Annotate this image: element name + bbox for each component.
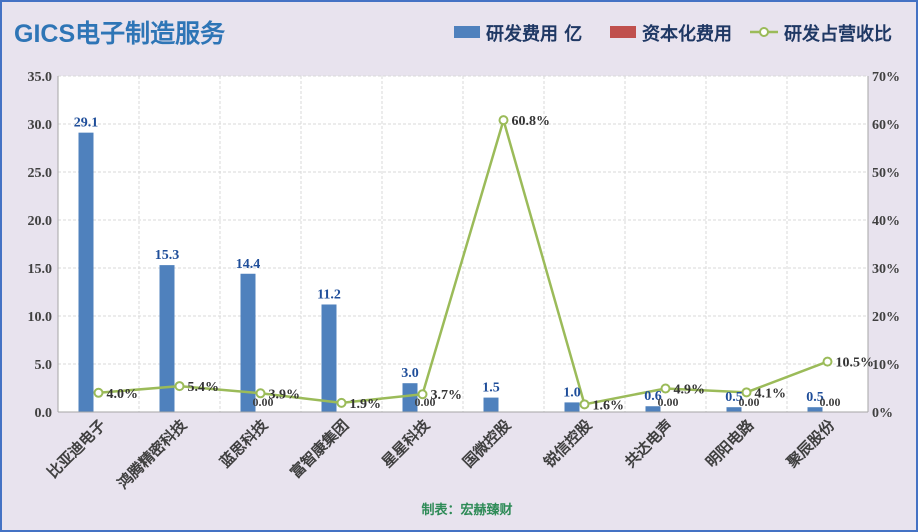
bar-label-rd: 29.1 [74, 116, 99, 131]
ratio-point [93, 387, 104, 398]
legend-label-rd: 研发费用 亿 [486, 23, 582, 45]
bar-label-cap: 0.00 [253, 395, 274, 409]
bars [78, 132, 823, 412]
ratio-label: 1.6% [593, 398, 625, 413]
bar-rd-expense [402, 383, 418, 412]
legend-label-cap: 资本化费用 [642, 23, 732, 45]
ratio-label: 4.0% [107, 387, 139, 402]
y-tick-right: 10% [872, 358, 900, 373]
bar-label-rd: 0.5 [806, 390, 824, 405]
bar-rd-expense [321, 304, 337, 412]
grid-lines [58, 75, 868, 413]
bar-rd-expense [726, 407, 742, 412]
y-tick-right: 50% [872, 166, 900, 181]
x-tick-label: 共达电声 [621, 416, 676, 471]
y-tick-right: 20% [872, 310, 900, 325]
x-tick-label: 聚辰股份 [782, 415, 839, 472]
y-tick-right: 70% [872, 70, 900, 85]
bar-rd-expense [483, 397, 499, 412]
ratio-label: 4.9% [674, 382, 706, 397]
bar-label-rd: 14.4 [236, 257, 261, 272]
bar-label-cap: 0.00 [415, 395, 436, 409]
ratio-label: 3.7% [431, 388, 463, 403]
bar-label-cap: 0.00 [658, 395, 679, 409]
bar-label-cap: 0.00 [739, 395, 760, 409]
x-tick-label: 国微控股 [459, 415, 515, 471]
ratio-label: 3.9% [269, 387, 301, 402]
bar-rd-expense [645, 406, 661, 412]
bar-label-rd: 1.5 [482, 381, 500, 396]
ratio-label: 4.1% [755, 386, 787, 401]
bar-label-rd: 15.3 [155, 248, 180, 263]
y-tick-right: 0% [872, 406, 893, 421]
ratio-point [174, 381, 185, 392]
chart-title: GICS电子制造服务 [14, 20, 225, 48]
x-tick-label: 蓝思科技 [216, 415, 272, 471]
ratio-point [579, 399, 590, 410]
ratio-label: 5.4% [188, 380, 220, 395]
ratio-point [741, 387, 752, 398]
ratio-point [417, 389, 428, 400]
y-tick-left: 5.0 [35, 358, 53, 373]
x-tick-label: 星星科技 [378, 415, 434, 471]
y-tick-left: 0.0 [35, 406, 53, 421]
x-tick-label: 明阳电路 [702, 415, 758, 471]
y-tick-left: 25.0 [28, 166, 53, 181]
ratio-point [336, 397, 347, 408]
footer-source: 制表：宏赫臻财 [421, 502, 512, 518]
legend-marker-ratio [759, 27, 769, 37]
y-tick-left: 20.0 [28, 214, 53, 229]
bar-label-cap: 0.00 [820, 395, 841, 409]
bar-rd-expense [78, 132, 94, 412]
legend: 研发费用 亿 资本化费用 研发占营收比 [454, 23, 892, 45]
y-tick-left: 35.0 [28, 70, 53, 85]
y-tick-right: 30% [872, 262, 900, 277]
ratio-point [498, 115, 509, 126]
bar-label-rd: 3.0 [401, 366, 419, 381]
legend-swatch-rd [454, 26, 480, 38]
ratio-point [660, 383, 671, 394]
bar-label-rd: 11.2 [317, 287, 341, 302]
legend-swatch-cap [610, 26, 636, 38]
ratio-point [822, 356, 833, 367]
bar-label-rd: 0.6 [644, 389, 662, 404]
ratio-series-line [98, 115, 828, 406]
bar-rd-expense [807, 407, 823, 412]
bar-label-rd: 1.0 [563, 385, 581, 400]
x-tick-label: 鸿腾精密科技 [114, 415, 191, 492]
ratio-point [255, 388, 266, 399]
y-tick-left: 15.0 [28, 262, 53, 277]
y-tick-right: 60% [872, 118, 900, 133]
ratio-label: 10.5% [836, 356, 875, 371]
ratio-label: 1.9% [350, 397, 382, 412]
ratio-label: 60.8% [512, 114, 551, 129]
x-tick-label: 富智康集团 [287, 416, 353, 482]
x-tick-label: 比亚迪电子 [44, 416, 110, 482]
y-tick-right: 40% [872, 214, 900, 229]
bar-rd-expense [240, 273, 256, 412]
bar-rd-expense [564, 402, 580, 412]
legend-label-ratio: 研发占营收比 [784, 23, 892, 45]
y-tick-left: 30.0 [28, 118, 53, 133]
data-labels: 29.115.314.411.23.01.5 1.0 0.6 0.5 0.50.00 0.… [74, 114, 874, 413]
x-tick-label: 锐信控股 [540, 415, 596, 471]
ratio-line [93, 115, 833, 410]
y-tick-left: 10.0 [28, 310, 53, 325]
bar-label-rd: 0.5 [725, 390, 743, 405]
bar-rd-expense [159, 265, 175, 412]
